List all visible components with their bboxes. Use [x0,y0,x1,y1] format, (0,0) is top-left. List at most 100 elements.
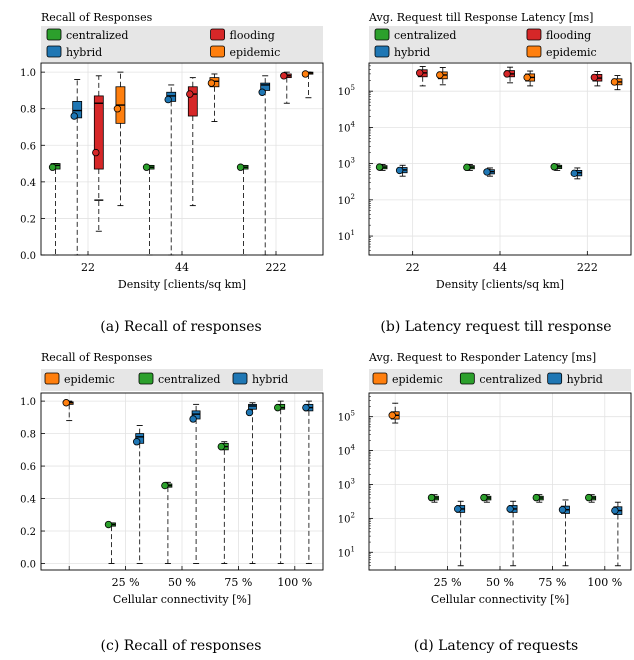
box-mean-marker [395,166,404,175]
box-flooding-222 [280,71,292,104]
legend-label-centralized: centralized [158,373,220,386]
box-centralized-22 [375,163,388,171]
box-hybrid-22 [395,164,408,177]
plot-frame [40,62,324,256]
box-mean-marker [236,163,245,171]
x-axis-label: Density [clients/sq km] [118,278,246,291]
box-centralized-222 [236,163,249,256]
chart-title-b: Avg. Request till Response Latency [ms] [368,11,593,24]
box-hybrid-222 [570,167,583,180]
box-mean-marker [416,69,424,77]
box-mean-marker [161,481,169,490]
legend-box-c [41,369,323,391]
x-tick-label: 44 [493,261,507,274]
box-hybrid-44 [164,84,177,256]
legend-swatch-epidemic [210,45,225,58]
legend-label-epidemic: epidemic [230,46,281,59]
legend-label-hybrid: hybrid [567,373,603,386]
box-mean-marker [70,112,78,120]
box-mean-marker [62,399,70,407]
legend-entry-epidemic: epidemic [44,372,115,386]
chart-title-c: Recall of Responses [41,351,153,364]
box-hybrid-50% [506,500,518,567]
box-epidemic-44 [523,70,536,87]
box-mean-marker [523,73,531,82]
legend-swatch-hybrid [374,45,390,58]
y-tick-label: 0.6 [20,462,36,473]
box-mean-marker [388,411,396,419]
box-body [187,86,198,117]
legend-entry-flooding: flooding [526,28,591,42]
box-hybrid-25% [132,425,145,564]
legend-label-epidemic: epidemic [64,373,115,386]
x-axis-label: Cellular connectivity [%] [113,593,251,606]
legend-swatch-epidemic [44,372,60,385]
legend-entry-centralized: centralized [46,28,128,42]
legend-entry-hybrid: hybrid [232,372,288,386]
legend-entry-centralized: centralized [374,28,456,42]
box-mean-marker [189,415,197,423]
box-mean-marker [104,520,113,529]
y-tick-label: 0.2 [20,527,36,538]
box-mean-marker [258,88,266,96]
x-tick-label: 50 % [486,576,514,589]
legend-box-d [369,369,631,391]
box-mean-marker [245,408,254,417]
x-tick-label: 22 [406,261,420,274]
box-mean-marker [427,493,436,502]
plot-frame [368,62,632,256]
box-centralized-222 [550,163,563,171]
legend-label-epidemic: epidemic [392,373,443,386]
box-mean-marker [164,95,172,104]
legend-label-hybrid: hybrid [252,373,288,386]
x-tick-label: 25 % [434,576,462,589]
y-tick-label: 104 [338,444,356,458]
legend-swatch-epidemic [526,45,542,58]
legend-entry-hybrid: hybrid [547,372,603,386]
y-tick-label: 102 [338,193,355,207]
box-mean-marker [186,90,194,98]
box-hybrid-75% [245,402,257,564]
legend-entry-epidemic: epidemic [526,45,597,59]
legend-entry-hybrid: hybrid [46,45,102,59]
box-mean-marker [301,70,310,78]
box-mean-marker [436,71,444,79]
x-tick-label: 100 % [587,576,622,589]
legend-entry-epidemic: epidemic [372,372,443,386]
legend-label-centralized: centralized [394,29,456,42]
box-flooding-22 [92,75,104,232]
y-tick-label: 0.4 [20,495,36,506]
box-mean-marker [590,73,599,82]
legend-swatch-centralized [138,372,154,385]
legend-entry-epidemic: epidemic [210,45,281,59]
box-mean-marker [142,163,151,171]
y-tick-label: 101 [338,545,355,559]
y-tick-label: 105 [338,410,355,424]
box-mean-marker [463,163,471,172]
legend-entry-hybrid: hybrid [374,45,430,59]
y-tick-label: 103 [338,157,355,171]
box-mean-marker [558,506,567,514]
box-mean-marker [483,168,491,176]
box-centralized-44 [142,163,155,256]
box-mean-marker [611,506,619,515]
y-tick-label: 0.6 [20,141,36,152]
caption-a: (a) Recall of responses [100,319,261,335]
box-hybrid-222 [258,75,271,256]
box-hybrid-25% [454,500,466,567]
legend-swatch-centralized [459,372,475,385]
legend-swatch-flooding [526,28,542,41]
y-tick-label: 102 [338,511,355,525]
box-centralized-100% [585,493,597,503]
box-hybrid-100% [611,501,623,567]
y-tick-label: 0.8 [20,430,36,441]
chart-title-d: Avg. Request to Responder Latency [ms] [368,351,596,364]
y-tick-label: 1.0 [20,397,36,408]
x-tick-label: 100 % [277,576,312,589]
legend-entry-centralized: centralized [459,372,542,386]
box-centralized-25% [427,493,439,503]
y-tick-label: 0.2 [20,214,36,225]
box-epidemic-222 [610,75,623,91]
y-tick-label: 0.4 [20,178,36,189]
